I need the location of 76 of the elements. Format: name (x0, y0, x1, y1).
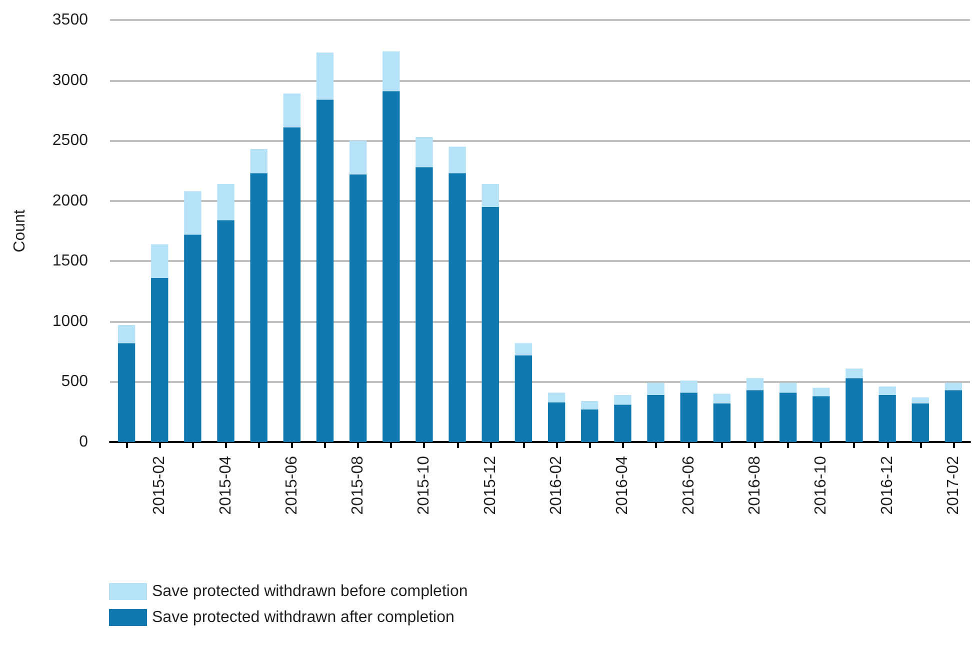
bar (944, 382, 962, 390)
bar (846, 368, 863, 378)
bar (217, 184, 234, 220)
x-tick-label: 2015-10 (416, 456, 433, 515)
x-tick-label: 2015-12 (482, 456, 499, 515)
bar (151, 244, 168, 278)
bar (448, 173, 466, 442)
y-tick-label: 0 (79, 434, 88, 450)
bar (779, 382, 797, 393)
bar (680, 380, 698, 393)
y-tick-label: 500 (61, 373, 88, 390)
bar (812, 388, 830, 396)
y-tick-label: 1500 (52, 252, 88, 270)
bar (250, 173, 268, 442)
bar (482, 206, 499, 442)
y-tick-label: 3000 (52, 72, 88, 89)
bar (283, 94, 301, 128)
bar (614, 394, 632, 405)
bar (614, 404, 632, 442)
bar (416, 167, 433, 442)
x-tick-label: 2016-10 (812, 456, 830, 515)
bar (416, 136, 433, 168)
bar (912, 397, 929, 404)
bar (283, 127, 301, 442)
bar (382, 91, 400, 442)
legend-label: Save protected withdrawn before completion (152, 583, 468, 600)
bar (316, 52, 334, 100)
x-tick-label: 2015-06 (283, 456, 300, 515)
legend-label: Save protected withdrawn after completion (152, 609, 454, 626)
x-tick-label: 2015-02 (151, 456, 168, 515)
bar (746, 390, 764, 442)
y-tick-label: 2500 (52, 132, 88, 150)
x-tick-label: 2016-04 (614, 456, 632, 515)
x-tick-label: 2015-04 (217, 456, 234, 515)
bar (151, 278, 168, 442)
bar (779, 392, 797, 442)
bar (713, 403, 731, 442)
x-tick-label: 2017-02 (944, 456, 962, 515)
bar (184, 234, 202, 442)
bar (647, 382, 664, 395)
bar (548, 392, 566, 402)
y-tick-label: 1000 (52, 312, 88, 330)
bar (316, 100, 334, 442)
y-tick-label: 3500 (52, 12, 88, 28)
bar (217, 220, 234, 442)
bar (349, 140, 367, 174)
bar (680, 392, 698, 442)
x-tick-label: 2015-08 (350, 456, 367, 515)
bar (746, 378, 764, 390)
bar (944, 390, 962, 442)
bar (184, 191, 202, 235)
bar (846, 378, 863, 442)
x-tick-label: 2016-12 (878, 456, 896, 515)
bar (548, 402, 566, 442)
bar (878, 386, 896, 395)
bar (713, 394, 731, 404)
bar (878, 394, 896, 442)
bar (912, 403, 929, 442)
bar (349, 174, 367, 442)
bar (812, 396, 830, 442)
bar (118, 343, 136, 442)
x-tick-label: 2016-08 (746, 456, 764, 515)
bar (514, 343, 532, 356)
bar (581, 401, 598, 410)
y-tick-label: 2000 (52, 192, 88, 210)
bar (382, 51, 400, 92)
x-tick-label: 2016-02 (548, 456, 566, 515)
y-axis-title: Count (12, 209, 28, 252)
x-tick-label: 2016-06 (680, 456, 698, 515)
bar (448, 146, 466, 174)
bar (647, 394, 664, 442)
bar (118, 325, 136, 344)
bar (514, 355, 532, 442)
bar (250, 149, 268, 174)
bar (482, 184, 499, 207)
bar (581, 409, 598, 442)
